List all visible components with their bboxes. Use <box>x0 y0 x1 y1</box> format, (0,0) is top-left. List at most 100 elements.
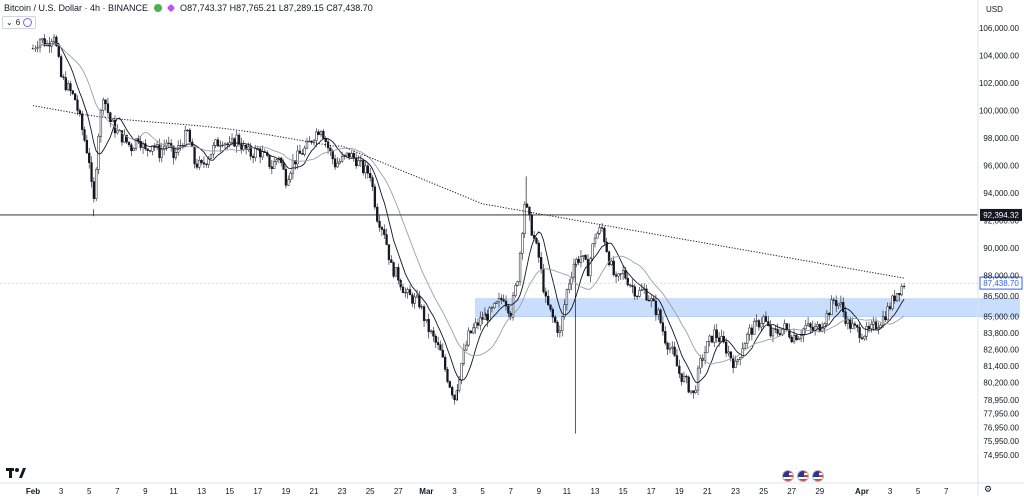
candle-body <box>399 279 402 288</box>
candle-body <box>104 99 107 104</box>
candle-body <box>851 323 854 329</box>
candle-body <box>837 303 840 307</box>
candle-body <box>673 346 676 356</box>
x-tick-label: 7 <box>115 487 120 496</box>
support-zone-rect <box>475 298 1020 317</box>
candle-body <box>186 129 189 131</box>
currency-label[interactable]: USD <box>986 5 1003 14</box>
candle-body <box>415 295 419 298</box>
candle-body <box>455 390 458 401</box>
candle-body <box>195 163 199 168</box>
candle-body <box>500 297 503 300</box>
candle-body <box>148 150 152 152</box>
candle-body <box>111 119 114 122</box>
candle-body <box>748 327 751 335</box>
candle-body <box>865 325 868 337</box>
y-tick-label: 92,000.00 <box>983 216 1019 225</box>
y-tick-label: 82,600.00 <box>983 346 1019 355</box>
candle-body <box>432 330 435 337</box>
price-level-label: 92,394.32 <box>983 211 1019 220</box>
candle-body <box>624 270 627 279</box>
candle-body <box>675 355 679 367</box>
candle-body <box>242 144 245 150</box>
candle-body <box>884 316 887 321</box>
candle-body <box>223 143 227 146</box>
candle-body <box>364 165 367 174</box>
symbol-title[interactable]: Bitcoin / U.S. Dollar · 4h · BINANCE <box>4 3 149 13</box>
candle-body <box>139 141 142 148</box>
candle-body <box>802 328 805 336</box>
candle-body <box>652 298 655 302</box>
candle-body <box>600 227 604 229</box>
economic-events[interactable] <box>782 470 824 482</box>
tradingview-logo-icon[interactable] <box>6 467 26 482</box>
candle-body <box>284 169 288 186</box>
x-tick-label: 3 <box>452 487 457 496</box>
candle-body <box>593 237 597 245</box>
us-flag-icon[interactable] <box>797 470 809 482</box>
candle-body <box>319 130 323 135</box>
high-value: 87,765.21 <box>236 3 277 13</box>
settings-gear-icon[interactable]: ⚙ <box>984 484 993 494</box>
candle-body <box>448 381 451 388</box>
candle-body <box>619 273 622 275</box>
candle-body <box>324 138 327 142</box>
candle-body <box>610 260 613 265</box>
x-tick-label: 5 <box>480 487 485 496</box>
candle-body <box>668 347 672 350</box>
candle-body <box>556 321 559 333</box>
candle-body <box>226 143 229 146</box>
candle-body <box>846 319 850 324</box>
x-tick-label: 9 <box>143 487 148 496</box>
candle-body <box>404 292 407 294</box>
candle-body <box>612 260 615 276</box>
candle-body <box>687 376 690 393</box>
candle-body <box>312 140 316 143</box>
candle-body <box>767 321 770 326</box>
candle-body <box>106 103 110 113</box>
moving-averages <box>32 42 905 383</box>
candle-body <box>340 156 344 162</box>
plugin-icon[interactable] <box>166 3 176 13</box>
last-price-label: 87,438.70 <box>983 279 1019 288</box>
candle-body <box>441 349 444 358</box>
candle-body <box>465 344 468 351</box>
candle-body <box>474 322 477 329</box>
candle-body <box>664 331 667 344</box>
candle-body <box>214 139 217 146</box>
candle-body <box>446 369 449 382</box>
y-tick-label: 96,000.00 <box>983 161 1019 170</box>
candle-body <box>43 38 46 46</box>
candle-body <box>212 145 215 155</box>
candle-body <box>678 365 681 374</box>
candle-body <box>893 295 896 302</box>
last-price-tag <box>979 276 1023 290</box>
candle-body <box>240 144 243 150</box>
candle-body <box>565 289 569 305</box>
candle-body <box>66 83 70 91</box>
us-flag-icon[interactable] <box>782 470 794 482</box>
y-tick-label: 85,000.00 <box>983 313 1019 322</box>
y-tick-label: 94,000.00 <box>983 189 1019 198</box>
candle-body <box>867 325 871 329</box>
candle-body <box>202 162 206 165</box>
candle-body <box>568 283 571 290</box>
candle-body <box>181 145 185 147</box>
candle-body <box>294 160 297 165</box>
y-tick-label: 83,800.00 <box>983 329 1019 338</box>
candle-body <box>839 302 843 305</box>
candle-body <box>174 152 177 159</box>
x-tick-label: 21 <box>703 487 712 496</box>
candle-body <box>774 328 777 330</box>
us-flag-icon[interactable] <box>812 470 824 482</box>
candle-body <box>408 289 412 296</box>
candle-body <box>605 241 608 253</box>
indicators-toggle[interactable]: ⌄ 6 <box>2 16 37 29</box>
chevron-down-icon: ⌄ <box>6 18 13 27</box>
candle-body <box>689 390 693 393</box>
candle-body <box>172 145 175 159</box>
candle-body <box>230 138 234 143</box>
candle-body <box>570 276 573 285</box>
candle-body <box>633 286 636 297</box>
